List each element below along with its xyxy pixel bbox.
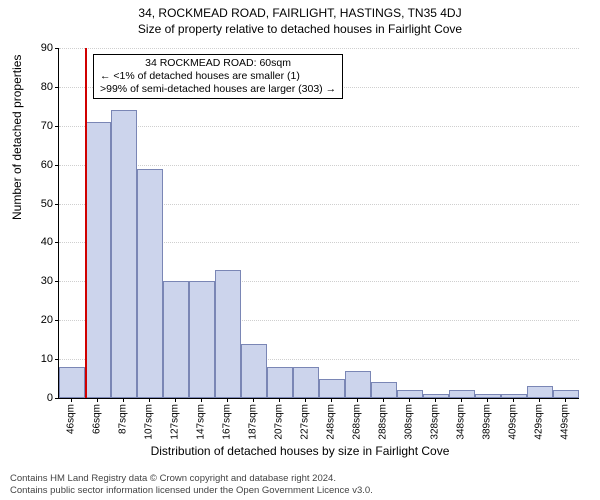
- xtick-label: 107sqm: [144, 404, 155, 440]
- xtick-label: 127sqm: [170, 404, 181, 440]
- xtick-label: 429sqm: [534, 404, 545, 440]
- ytick-label: 0: [23, 392, 53, 404]
- ytick-mark: [55, 165, 59, 166]
- ytick-mark: [55, 87, 59, 88]
- histogram-bar: [189, 281, 214, 398]
- ytick-mark: [55, 204, 59, 205]
- xtick-mark: [331, 398, 332, 402]
- xtick-mark: [123, 398, 124, 402]
- ytick-label: 60: [23, 159, 53, 171]
- annotation-box: 34 ROCKMEAD ROAD: 60sqm← <1% of detached…: [93, 54, 343, 99]
- gridline: [59, 165, 579, 166]
- ytick-mark: [55, 242, 59, 243]
- xtick-mark: [357, 398, 358, 402]
- footer-line-1: Contains HM Land Registry data © Crown c…: [10, 473, 373, 484]
- y-axis-label: Number of detached properties: [10, 55, 24, 220]
- xtick-label: 147sqm: [196, 404, 207, 440]
- ytick-label: 20: [23, 314, 53, 326]
- histogram-bar: [449, 390, 474, 398]
- histogram-bar: [293, 367, 318, 398]
- page-subtitle: Size of property relative to detached ho…: [0, 22, 600, 36]
- x-axis-label: Distribution of detached houses by size …: [0, 444, 600, 458]
- ytick-label: 80: [23, 81, 53, 93]
- histogram-bar: [319, 379, 344, 398]
- gridline: [59, 48, 579, 49]
- xtick-mark: [253, 398, 254, 402]
- xtick-label: 207sqm: [274, 404, 285, 440]
- histogram-bar: [111, 110, 136, 398]
- xtick-label: 66sqm: [92, 404, 103, 434]
- xtick-label: 87sqm: [118, 404, 129, 434]
- histogram-bar: [397, 390, 422, 398]
- annotation-line: ← <1% of detached houses are smaller (1): [100, 70, 336, 83]
- ytick-label: 10: [23, 353, 53, 365]
- xtick-label: 389sqm: [482, 404, 493, 440]
- histogram-bar: [241, 344, 266, 398]
- histogram-bar: [163, 281, 188, 398]
- xtick-label: 187sqm: [248, 404, 259, 440]
- xtick-mark: [71, 398, 72, 402]
- xtick-mark: [97, 398, 98, 402]
- histogram-bar: [215, 270, 240, 398]
- ytick-label: 30: [23, 275, 53, 287]
- gridline: [59, 126, 579, 127]
- xtick-mark: [305, 398, 306, 402]
- xtick-label: 46sqm: [66, 404, 77, 434]
- xtick-label: 348sqm: [456, 404, 467, 440]
- histogram-bar: [553, 390, 578, 398]
- xtick-mark: [565, 398, 566, 402]
- ytick-label: 40: [23, 236, 53, 248]
- xtick-mark: [409, 398, 410, 402]
- xtick-mark: [539, 398, 540, 402]
- annotation-line: >99% of semi-detached houses are larger …: [100, 83, 336, 96]
- ytick-label: 90: [23, 42, 53, 54]
- histogram-bar: [527, 386, 552, 398]
- histogram-bar: [85, 122, 110, 398]
- histogram-bar: [345, 371, 370, 398]
- xtick-mark: [227, 398, 228, 402]
- annotation-line: 34 ROCKMEAD ROAD: 60sqm: [100, 57, 336, 70]
- xtick-mark: [487, 398, 488, 402]
- xtick-label: 449sqm: [560, 404, 571, 440]
- xtick-mark: [175, 398, 176, 402]
- ytick-mark: [55, 398, 59, 399]
- histogram-bar: [59, 367, 84, 398]
- xtick-label: 409sqm: [508, 404, 519, 440]
- ytick-mark: [55, 320, 59, 321]
- xtick-label: 268sqm: [352, 404, 363, 440]
- xtick-label: 227sqm: [300, 404, 311, 440]
- xtick-label: 288sqm: [378, 404, 389, 440]
- ytick-mark: [55, 48, 59, 49]
- ytick-label: 70: [23, 120, 53, 132]
- reference-line: [85, 48, 87, 398]
- ytick-mark: [55, 359, 59, 360]
- xtick-mark: [461, 398, 462, 402]
- page-title: 34, ROCKMEAD ROAD, FAIRLIGHT, HASTINGS, …: [0, 6, 600, 20]
- ytick-label: 50: [23, 198, 53, 210]
- histogram-bar: [137, 169, 162, 398]
- xtick-label: 308sqm: [404, 404, 415, 440]
- histogram-bar: [267, 367, 292, 398]
- xtick-mark: [149, 398, 150, 402]
- attribution-footer: Contains HM Land Registry data © Crown c…: [10, 473, 373, 496]
- xtick-mark: [383, 398, 384, 402]
- histogram-chart: 010203040506070809034 ROCKMEAD ROAD: 60s…: [58, 48, 578, 434]
- xtick-mark: [279, 398, 280, 402]
- xtick-label: 328sqm: [430, 404, 441, 440]
- xtick-label: 167sqm: [222, 404, 233, 440]
- histogram-bar: [371, 382, 396, 398]
- xtick-mark: [513, 398, 514, 402]
- ytick-mark: [55, 281, 59, 282]
- xtick-mark: [201, 398, 202, 402]
- xtick-mark: [435, 398, 436, 402]
- xtick-label: 248sqm: [326, 404, 337, 440]
- ytick-mark: [55, 126, 59, 127]
- footer-line-2: Contains public sector information licen…: [10, 485, 373, 496]
